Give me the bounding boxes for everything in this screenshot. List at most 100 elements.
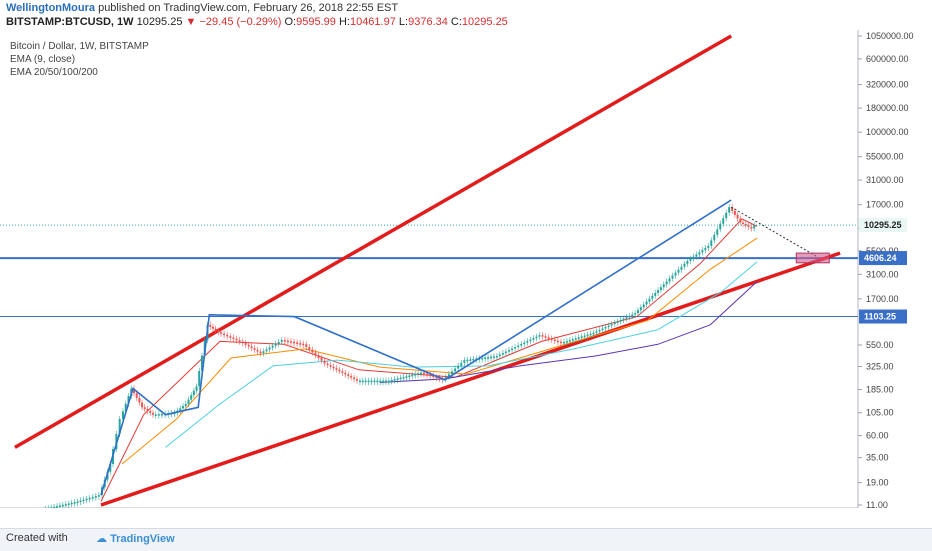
candle-body <box>385 381 387 383</box>
candle-body <box>65 504 67 506</box>
candle-body <box>217 330 219 332</box>
candle-body <box>637 310 639 313</box>
y-tick-label: 550.00 <box>866 340 894 350</box>
candle-body <box>666 281 668 284</box>
candle-body <box>423 373 425 375</box>
candle-body <box>657 290 659 293</box>
y-tick-label: 3100.00 <box>866 269 899 279</box>
price-chart[interactable]: 1050000.00600000.00320000.00180000.00100… <box>0 30 932 508</box>
candle-body <box>487 357 489 359</box>
candle-body <box>532 338 534 340</box>
candle-body <box>327 363 329 365</box>
candle-body <box>89 498 91 500</box>
candle-body <box>146 409 148 411</box>
price-label-text: 10295.25 <box>864 220 902 230</box>
candle-body <box>713 235 715 241</box>
candle-body <box>311 350 313 353</box>
candle-body <box>269 348 271 350</box>
candle-body <box>248 345 250 347</box>
candle-body <box>520 344 522 346</box>
y-tick-label: 180000.00 <box>866 103 909 113</box>
candle-body <box>750 227 752 229</box>
candle-body <box>68 503 70 505</box>
y-tick-label: 35.00 <box>866 453 889 463</box>
quote-line: BITSTAMP:BTCUSD, 1W 10295.25 ▼ −29.45 (−… <box>6 16 508 28</box>
candle-body <box>371 381 373 383</box>
candle-body <box>739 219 741 223</box>
candle-body <box>710 240 712 246</box>
candle-body <box>397 378 399 380</box>
y-tick-label: 1700.00 <box>866 294 899 304</box>
candle-body <box>284 340 286 342</box>
candle-body <box>190 395 192 399</box>
candle-body <box>305 344 307 347</box>
footer-bar: Created with ☁ TradingView <box>0 528 932 551</box>
candle-body <box>496 356 498 358</box>
candle-body <box>414 374 416 376</box>
candle-body <box>408 376 410 378</box>
candle-body <box>748 225 750 227</box>
candle-body <box>411 375 413 377</box>
candle-body <box>587 335 589 337</box>
candle-body <box>98 495 100 497</box>
candle-body <box>260 352 262 354</box>
y-tick-label: 320000.00 <box>866 80 909 90</box>
candle-body <box>674 273 676 276</box>
author-link[interactable]: WellingtonMoura <box>6 2 95 14</box>
candle-body <box>74 502 76 504</box>
candle-body <box>719 224 721 230</box>
candle-body <box>551 338 553 340</box>
high-value: 10461.97 <box>350 16 396 28</box>
candle-body <box>701 250 703 252</box>
candle-body <box>578 337 580 339</box>
candle-body <box>460 363 462 366</box>
candle-body <box>654 293 656 296</box>
candle-body <box>324 361 326 364</box>
candle-body <box>330 365 332 367</box>
candle-body <box>548 337 550 339</box>
candle-body <box>321 358 323 361</box>
candle-body <box>314 352 316 355</box>
tradingview-brand[interactable]: ☁ TradingView <box>96 532 175 545</box>
candle-body <box>499 355 501 357</box>
candle-body <box>542 335 544 337</box>
candle-body <box>278 342 280 344</box>
candle-body <box>560 342 562 344</box>
candle-body <box>155 414 157 416</box>
candle-body <box>683 264 685 267</box>
candle-body <box>557 341 559 343</box>
candle-body <box>379 381 381 383</box>
candle-body <box>608 326 610 328</box>
candle-body <box>212 327 214 329</box>
candle-body <box>620 320 622 322</box>
candle-body <box>481 358 483 360</box>
candle-body <box>86 499 88 501</box>
candle-body <box>598 330 600 332</box>
candle-body <box>138 398 140 403</box>
candle-body <box>725 213 727 219</box>
candle-body <box>251 346 253 348</box>
candle-body <box>660 287 662 290</box>
candle-body <box>511 349 513 351</box>
candle-body <box>242 341 244 343</box>
candle-body <box>566 341 568 343</box>
candle-body <box>429 375 431 377</box>
candle-body <box>382 381 384 383</box>
candle-body <box>344 373 346 375</box>
candle-body <box>373 381 375 383</box>
candle-body <box>308 347 310 350</box>
candle-body <box>136 393 138 398</box>
candle-body <box>463 360 465 363</box>
symbol-label: BITSTAMP:BTCUSD, 1W <box>6 16 134 28</box>
candle-body <box>239 340 241 342</box>
candle-body <box>53 507 55 508</box>
candle-body <box>704 248 706 250</box>
candle-body <box>257 350 259 352</box>
candle-body <box>185 404 187 406</box>
candle-body <box>426 374 428 376</box>
candle-body <box>611 324 613 326</box>
candle-body <box>523 343 525 345</box>
candle-body <box>466 360 468 362</box>
candle-body <box>625 317 627 319</box>
